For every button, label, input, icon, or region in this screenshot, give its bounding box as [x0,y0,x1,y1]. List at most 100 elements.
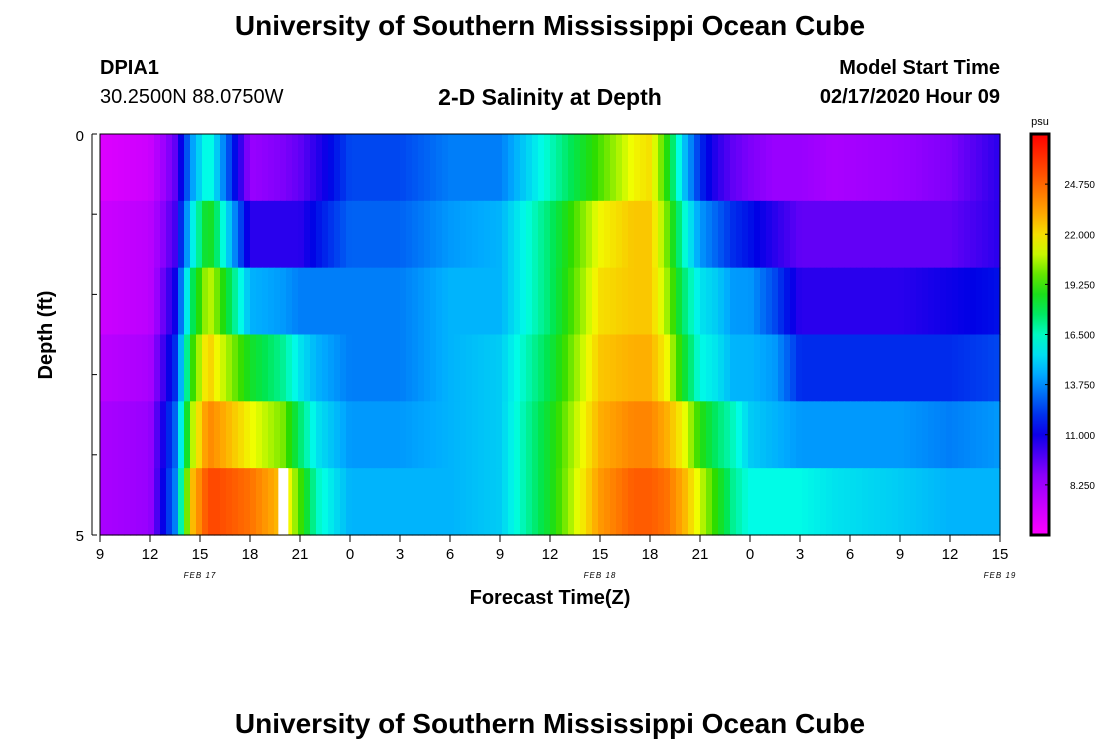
heatmap-cell [478,401,485,469]
heatmap-cell [370,134,377,202]
heatmap-cell [124,267,131,336]
heatmap-cell [970,334,977,402]
heatmap-cell [484,401,491,469]
heatmap-cell [574,401,581,469]
heatmap-cell [778,468,785,536]
heatmap-cell [664,134,671,202]
heatmap-cell [112,267,119,336]
heatmap-cell [586,401,593,469]
heatmap-cell [130,468,137,536]
heatmap-cell [808,267,815,336]
heatmap-cell [370,401,377,469]
heatmap-cell [310,267,317,336]
heatmap-cell [394,200,401,269]
heatmap-cell [418,401,425,469]
heatmap-cell [730,200,737,269]
heatmap-cell [676,200,683,269]
heatmap-cell [610,267,617,336]
heatmap-cell [490,134,497,202]
heatmap-cell [802,267,809,336]
colorbar-tick-label: 8.250 [1070,481,1095,492]
heatmap-cell [100,401,107,469]
y-axis: 05 [76,128,97,545]
heatmap-cell [220,468,227,536]
heatmap-cell [280,267,287,336]
heatmap-cell [580,267,587,336]
heatmap-cell [436,267,443,336]
heatmap-cell [550,334,557,402]
heatmap-cell [346,200,353,269]
heatmap-cell [496,401,503,469]
chart-subtitle: 2-D Salinity at Depth [438,84,662,110]
heatmap-cell [928,134,935,202]
colorbar-tick-label: 24.750 [1064,180,1095,191]
heatmap-cell [130,200,137,269]
heatmap-cell [922,200,929,269]
heatmap-cell [172,267,179,336]
heatmap-cell [280,334,287,402]
heatmap-cell [304,200,311,269]
heatmap-cell [226,200,233,269]
heatmap-cell [178,468,185,536]
heatmap-cell [604,468,611,536]
heatmap-cell [388,134,395,202]
heatmap-cell [562,468,569,536]
heatmap-cell [442,401,449,469]
heatmap-cell [550,401,557,469]
heatmap-cell [874,334,881,402]
heatmap-cell [640,200,647,269]
heatmap-cell [496,468,503,536]
heatmap-cell [460,267,467,336]
heatmap-cell [790,267,797,336]
heatmap-cell [520,200,527,269]
heatmap-cell [196,401,203,469]
heatmap-cell [544,134,551,202]
heatmap-cell [430,401,437,469]
heatmap-cell [904,267,911,336]
heatmap-cell [742,267,749,336]
heatmap-cell [256,334,263,402]
heatmap-cell [742,334,749,402]
heatmap-cell [406,401,413,469]
heatmap-cell [352,267,359,336]
heatmap-cell [466,334,473,402]
heatmap-cell [958,267,965,336]
heatmap-cell [364,200,371,269]
heatmap-cell [856,134,863,202]
heatmap-cell [982,468,989,536]
heatmap-cell [598,401,605,469]
heatmap-cell [646,200,653,269]
heatmap-cell [202,334,209,402]
heatmap-cell [592,267,599,336]
heatmap-cell [856,200,863,269]
heatmap-cell [520,468,527,536]
heatmap-cell [874,267,881,336]
heatmap-cell [658,134,665,202]
heatmap-cell [580,401,587,469]
heatmap-cell [556,334,563,402]
heatmap-cell [724,134,731,202]
heatmap-cell [544,468,551,536]
heatmap-cell [820,267,827,336]
heatmap-cell [826,200,833,269]
heatmap-cell [352,334,359,402]
heatmap-cell [190,134,197,202]
heatmap-cell [118,267,125,336]
heatmap-cell [946,267,953,336]
heatmap-cell [574,267,581,336]
heatmap-cell [112,200,119,269]
heatmap-cell [298,401,305,469]
heatmap-cell [136,267,143,336]
heatmap-cell [832,134,839,202]
heatmap-cell [418,200,425,269]
heatmap-cell [958,468,965,536]
heatmap-cell [760,334,767,402]
heatmap-cell [820,401,827,469]
heatmap-cell [634,401,641,469]
heatmap-cell [964,334,971,402]
heatmap-cell [838,134,845,202]
model-start-label: Model Start Time [839,57,1000,79]
heatmap-cell [364,468,371,536]
colorbar-tick-label: 11.000 [1065,431,1095,442]
